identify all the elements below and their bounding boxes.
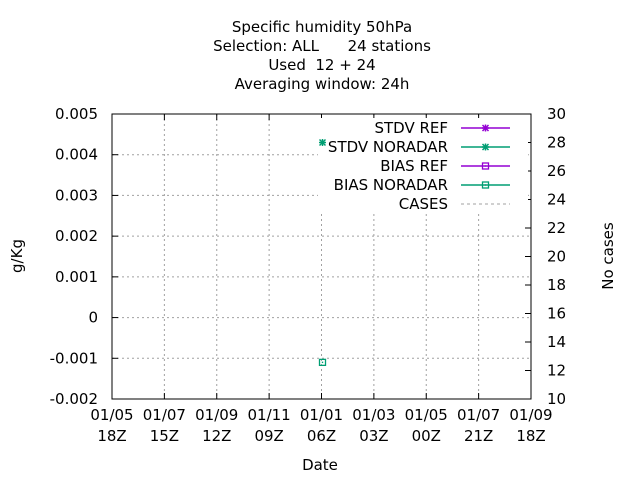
x-tick-label-date: 01/07 xyxy=(457,406,500,424)
x-tick-label-date: 01/11 xyxy=(248,406,291,424)
x-axis-label: Date xyxy=(302,456,338,474)
y2-tick-label: 24 xyxy=(547,191,566,209)
y-axis-ticks: 0.005 0.004 0.003 0.002 0.001 0 -0.001 -0.002 xyxy=(50,105,118,408)
y-tick-label: 0.001 xyxy=(55,268,98,286)
y2-tick-label: 26 xyxy=(547,162,566,180)
y-tick-label: 0.005 xyxy=(55,105,98,123)
legend-marker xyxy=(481,181,490,189)
y2-tick-label: 22 xyxy=(547,219,566,237)
legend-marker xyxy=(481,124,490,132)
x-tick-label-hour: 15Z xyxy=(150,427,179,445)
title-line: Selection: ALL 24 stations xyxy=(213,37,431,55)
y2-tick-label: 12 xyxy=(547,362,566,380)
data-points xyxy=(318,138,327,367)
y2-tick-label: 28 xyxy=(547,134,566,152)
title-line: Specific humidity 50hPa xyxy=(232,18,412,36)
y2-tick-label: 20 xyxy=(547,248,566,266)
x-tick-label-date: 01/05 xyxy=(90,406,133,424)
y-tick-label: 0.003 xyxy=(55,186,98,204)
y-tick-label: -0.001 xyxy=(50,349,98,367)
legend-label: BIAS REF xyxy=(380,157,448,175)
legend-marker xyxy=(481,143,490,151)
title-line: Used 12 + 24 xyxy=(268,56,375,74)
x-tick-label-hour: 18Z xyxy=(516,427,545,445)
y-tick-label: 0.002 xyxy=(55,227,98,245)
legend-marker xyxy=(481,162,490,170)
y-tick-label: 0.004 xyxy=(55,146,98,164)
x-tick-label-date: 01/03 xyxy=(352,406,395,424)
title-line: Averaging window: 24h xyxy=(235,75,410,93)
y-tick-label: 0 xyxy=(88,309,98,327)
x-tick-label-date: 01/09 xyxy=(509,406,552,424)
legend-label: CASES xyxy=(399,195,448,213)
y2-tick-label: 18 xyxy=(547,276,566,294)
x-tick-label-hour: 09Z xyxy=(254,427,283,445)
x-tick-label-hour: 00Z xyxy=(412,427,441,445)
x-tick-label-hour: 06Z xyxy=(307,427,336,445)
x-tick-label-date: 01/09 xyxy=(195,406,238,424)
x-tick-label-date: 01/05 xyxy=(405,406,448,424)
legend-label: STDV NORADAR xyxy=(328,138,448,156)
x-tick-label-date: 01/07 xyxy=(143,406,186,424)
legend-label: BIAS NORADAR xyxy=(334,176,448,194)
y2-axis-ticks: 30 28 26 24 22 20 18 16 14 12 10 xyxy=(525,105,566,408)
y2-tick-label: 10 xyxy=(547,390,566,408)
y-tick-label: -0.002 xyxy=(50,390,98,408)
x-tick-label-date: 01/01 xyxy=(300,406,343,424)
data-point xyxy=(318,358,327,367)
x-tick-label-hour: 03Z xyxy=(359,427,388,445)
x-tick-label-hour: 21Z xyxy=(464,427,493,445)
y2-tick-label: 30 xyxy=(547,105,566,123)
legend-label: STDV REF xyxy=(374,119,448,137)
y2-tick-label: 16 xyxy=(547,305,566,323)
data-point xyxy=(318,138,327,147)
x-axis-ticks: 01/05 18Z 01/07 15Z 01/09 12Z 01/11 09Z 01/01 06Z… xyxy=(90,114,553,445)
x-tick-label-hour: 18Z xyxy=(97,427,126,445)
y2-tick-label: 14 xyxy=(547,333,566,351)
y-axis-label: g/Kg xyxy=(8,239,26,273)
x-tick-label-hour: 12Z xyxy=(202,427,231,445)
y2-axis-label: No cases xyxy=(599,222,617,290)
